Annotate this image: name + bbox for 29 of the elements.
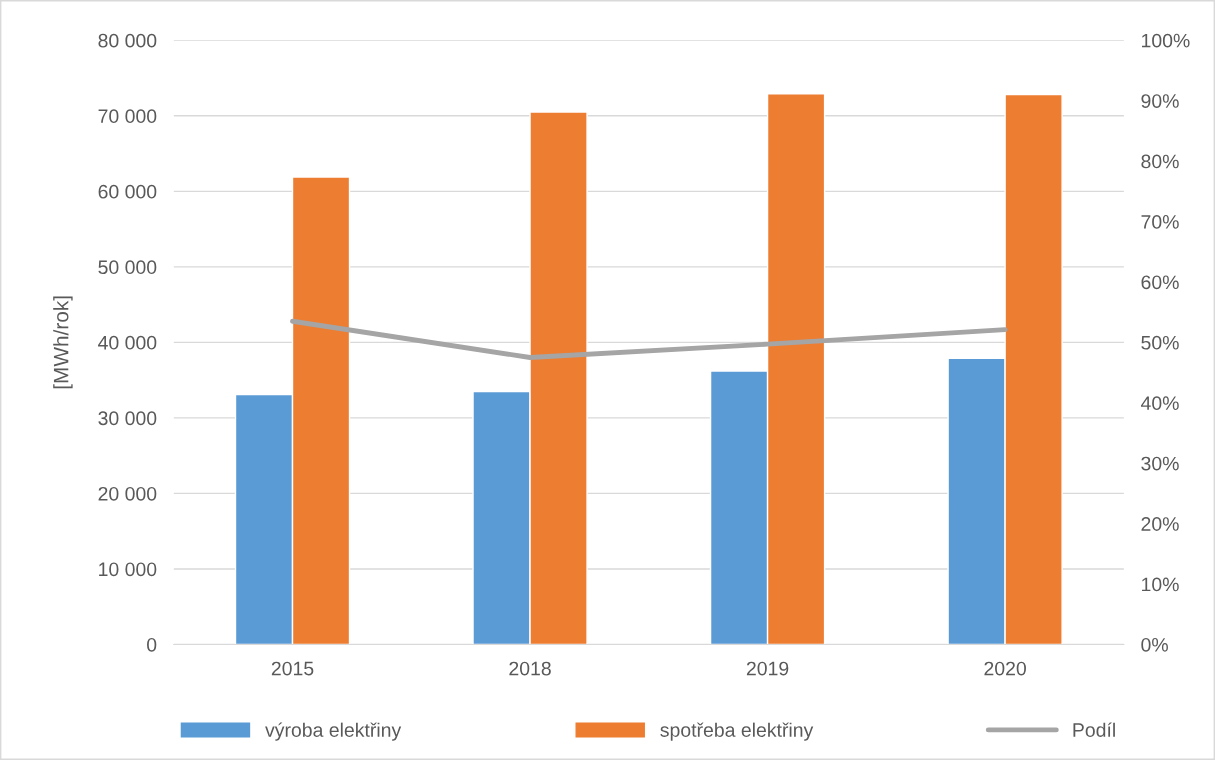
x-tick-label: 2018 — [509, 661, 551, 676]
y2-tick-label: 20% — [1141, 517, 1179, 531]
y2-tick-label: 70% — [1141, 215, 1179, 229]
y-tick-label: 30 000 — [98, 411, 157, 426]
legend-label: Podíl — [1073, 722, 1115, 737]
y-tick-label: 40 000 — [98, 335, 157, 350]
y2-tick-label: 0% — [1141, 637, 1168, 652]
y-tick-label: 60 000 — [98, 184, 157, 199]
legend-label: výroba elektřiny — [265, 722, 402, 741]
x-tick-label: 2019 — [746, 661, 789, 676]
y-tick-label: 0 — [147, 637, 157, 652]
line-series — [290, 318, 1008, 360]
legend-label: spotřeba elektřiny — [660, 722, 814, 741]
y2-tick-label: 40% — [1140, 396, 1179, 411]
y2-tick-label: 60% — [1141, 275, 1179, 290]
y-tick-label: 70 000 — [98, 109, 157, 124]
x-tick-label: 2020 — [984, 661, 1026, 676]
y2-tick-label: 50% — [1141, 335, 1179, 350]
y-tick-label: 20 000 — [98, 486, 157, 501]
y2-tick-label: 100% — [1142, 33, 1190, 48]
y-tick-label: 50 000 — [98, 260, 157, 275]
y-tick-label: 80 000 — [98, 33, 157, 48]
y-tick-label: 10 000 — [99, 562, 157, 577]
y2-tick-label: 10% — [1142, 577, 1179, 592]
x-tick-label: 2015 — [271, 661, 314, 676]
y2-tick-label: 80% — [1141, 154, 1179, 169]
y2-tick-label: 90% — [1141, 94, 1179, 108]
y2-tick-label: 30% — [1141, 456, 1179, 471]
y-axis-title: [MWh/rok] — [53, 296, 73, 389]
